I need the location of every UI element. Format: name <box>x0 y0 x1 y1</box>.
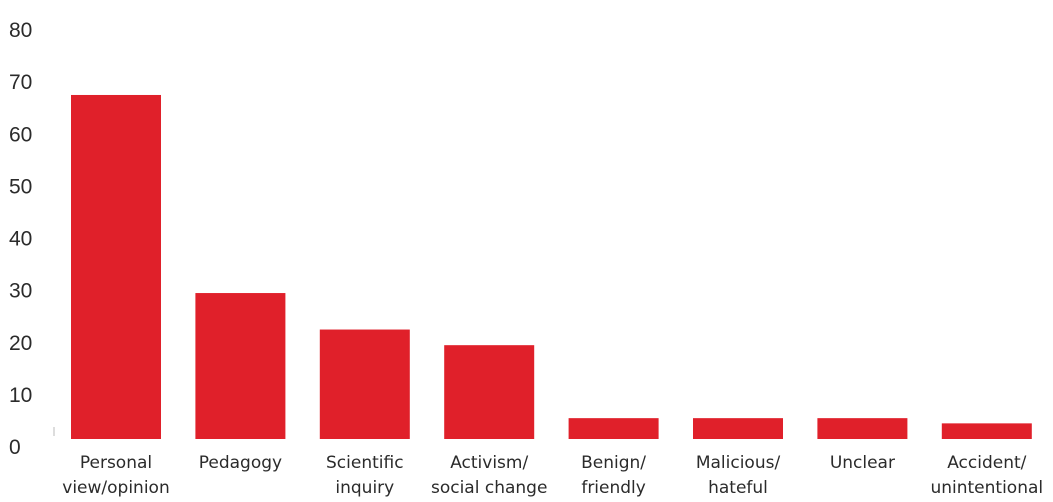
bar <box>195 293 286 439</box>
category-label: Activism/social change <box>431 453 547 498</box>
bar <box>693 418 783 439</box>
bar <box>71 94 161 439</box>
bar <box>568 418 659 439</box>
category-label-line: Benign/ <box>581 453 646 473</box>
y-tick-label: 30 <box>9 280 32 303</box>
y-tick-label: 60 <box>9 123 32 146</box>
y-axis: 0 10 20 30 40 50 60 70 80 <box>9 19 32 459</box>
category-label-line: inquiry <box>335 478 394 498</box>
y-tick-label: 40 <box>9 228 32 251</box>
category-label: Scientific inquiry <box>326 453 404 498</box>
bar <box>319 329 410 439</box>
bar <box>817 418 908 439</box>
category-label-line: social change <box>431 478 547 498</box>
category-label-line: hateful <box>708 478 768 498</box>
category-label-line: Malicious/ <box>696 453 781 473</box>
category-label-line: unintentional <box>930 478 1043 498</box>
bar <box>444 345 535 439</box>
y-tick-label: 10 <box>9 384 32 407</box>
category-label-line: Personal <box>80 453 152 473</box>
category-label: Personal view/opinion <box>62 453 169 498</box>
category-label: Benign/friendly <box>581 453 646 498</box>
x-axis: Personal view/opinion Pedagogy Scientific in… <box>62 453 1043 498</box>
y-tick-label: 50 <box>9 175 32 198</box>
y-tick-label: 70 <box>9 71 32 94</box>
category-label-line: Unclear <box>830 453 895 473</box>
category-label: Accident/unintentional <box>930 453 1043 498</box>
category-label: Unclear <box>830 453 895 473</box>
category-label-line: Scientific <box>326 453 404 473</box>
y-tick-label: 80 <box>9 19 32 42</box>
category-label-line: Activism/ <box>450 453 528 473</box>
bars-group <box>71 94 1032 439</box>
bar <box>941 423 1032 439</box>
category-label-line: Pedagogy <box>199 453 282 473</box>
category-label: Pedagogy <box>199 453 282 473</box>
y-tick-label: 0 <box>9 436 21 459</box>
category-label-line: friendly <box>581 478 646 498</box>
category-label-line: Accident/ <box>947 453 1026 473</box>
category-label: Malicious/hateful <box>696 453 781 498</box>
y-tick-label: 20 <box>9 332 32 355</box>
category-label-line: view/opinion <box>62 478 169 498</box>
